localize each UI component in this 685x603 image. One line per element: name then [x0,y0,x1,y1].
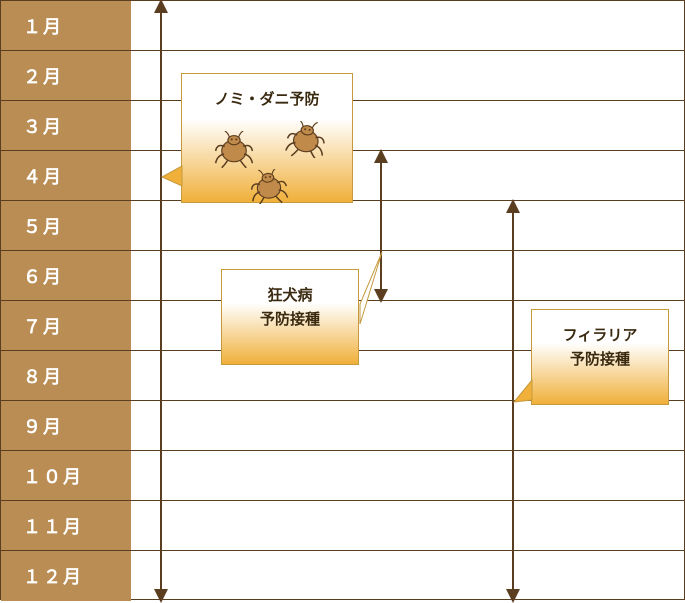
callout-line: フィラリア [563,324,638,348]
callout-filaria: フィラリア予防接種 [531,309,669,405]
callout-line: 狂犬病 [267,284,312,308]
month-label: １２月 [1,551,131,601]
callout-line: 予防接種 [260,308,320,332]
month-label: ６月 [1,251,131,300]
month-label: ８月 [1,351,131,400]
arrow-head-down-icon [506,589,520,603]
month-label: ９月 [1,401,131,450]
mite-icon [247,169,291,209]
arrow-head-up-icon [506,199,520,213]
arrow-head-up-icon [374,149,388,163]
mite-icon [211,131,257,168]
mite-icon [211,131,257,173]
period-arrow [512,201,514,601]
callout-line: 予防接種 [570,348,630,372]
month-label: ７月 [1,301,131,350]
month-label: ４月 [1,151,131,200]
arrow-head-up-icon [154,0,168,13]
month-label: １月 [1,1,131,50]
month-label: ３月 [1,101,131,150]
callout-rabies: 狂犬病予防接種 [221,269,359,365]
callout-line: ノミ・ダニ予防 [214,88,319,112]
month-label: １０月 [1,451,131,500]
callout-text: フィラリア予防接種 [532,310,668,404]
mite-icon [247,169,291,204]
month-label: ２月 [1,51,131,100]
month-row: ９月 [1,401,684,451]
mite-icon [283,121,329,158]
month-row: ５月 [1,201,684,251]
arrow-head-down-icon [154,589,168,603]
month-label: ５月 [1,201,131,250]
mite-icon [283,121,329,163]
arrow-head-down-icon [374,289,388,303]
period-arrow [380,151,382,301]
month-row: １月 [1,1,684,51]
month-row: １２月 [1,551,684,601]
period-arrow [160,1,162,601]
month-label: １１月 [1,501,131,550]
prevention-calendar: １月２月３月４月５月６月７月８月９月１０月１１月１２月 ノミ・ダニ予防 [0,0,685,600]
callout-text: 狂犬病予防接種 [222,270,358,364]
month-row: １０月 [1,451,684,501]
month-row: １１月 [1,501,684,551]
